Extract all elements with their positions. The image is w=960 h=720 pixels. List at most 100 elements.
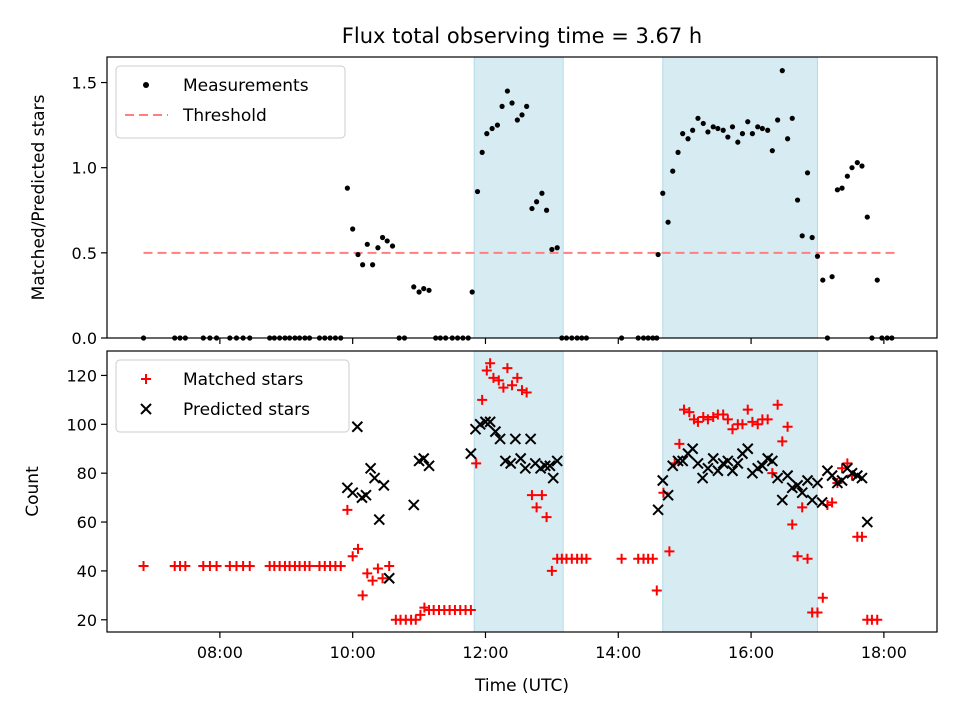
measurement-point [675,149,681,155]
matched-star-point [651,585,662,596]
predicted-star-point [811,477,824,489]
matched-star-point [493,375,504,386]
matched-star-point [372,563,383,574]
measurement-point [529,205,535,212]
measurement-point [416,289,422,295]
predicted-star-point [524,433,537,445]
predicted-star-point [861,516,873,528]
bottom-y-tick-label: 120 [66,366,97,385]
measurement-point [494,122,501,128]
matched-star-point [684,407,695,418]
predicted-star-point [346,487,359,499]
matched-star-point [674,438,685,449]
matched-star-point [722,414,733,425]
top-shaded-interval [662,56,818,339]
measurement-point [519,112,525,118]
legend-label: Threshold [182,106,267,126]
measurement-point [660,190,666,196]
measurement-point [426,287,432,293]
predicted-star-point [732,457,744,470]
matched-star-point [498,382,509,393]
measurement-point [384,238,390,244]
legend-predicted-marker [140,403,152,415]
matched-star-point [367,575,378,586]
predicted-star-point [692,457,704,470]
predicted-star-point [766,455,779,467]
predicted-star-point [551,455,563,467]
matched-star-point [347,551,358,562]
measurement-point [469,289,475,295]
measurement-point [749,131,756,137]
x-axis-label: Time (UTC) [474,676,569,696]
bottom-y-axis-label: Count [23,466,43,517]
predicted-star-point [383,572,395,584]
x-tick-label: 12:00 [462,643,508,662]
measurement-point [759,125,765,132]
predicted-star-point [494,433,506,445]
predicted-star-point [484,416,496,428]
measurement-point [695,115,701,121]
measurement-point [729,124,736,130]
measurement-point [539,190,545,196]
predicted-star-point [423,460,435,472]
measurement-point [685,136,691,142]
matched-star-point [481,365,492,376]
measurement-point [524,103,530,109]
bottom-shaded-interval [473,350,564,633]
matched-star-point [718,409,729,420]
measurement-point [360,262,366,268]
predicted-star-point [368,472,381,484]
legend-label: Matched stars [183,370,303,390]
matched-star-point [762,414,773,425]
measurement-point [710,124,716,130]
predicted-star-point [676,455,689,467]
bottom-y-tick-label: 20 [77,611,97,630]
predicted-star-point [836,474,848,487]
measurement-point [809,234,815,241]
measurement-point [514,117,520,123]
predicted-star-point [696,472,709,484]
predicted-star-point [712,465,724,477]
predicted-star-point [657,474,669,487]
predicted-star-point [539,460,551,472]
predicted-star-point [776,494,788,506]
predicted-star-point [544,460,556,472]
matched-star-point [647,553,658,564]
measurement-point [820,277,826,283]
matched-star-point [502,363,513,374]
predicted-star-point [742,443,754,455]
measurement-point [854,159,860,166]
measurement-point [735,139,741,145]
bottom-legend: Matched stars Predicted stars [115,359,350,433]
matched-star-point [792,551,803,562]
matched-star-point [702,414,713,425]
matched-star-point [616,553,627,564]
matched-star-point [782,421,793,432]
predicted-star-point [509,433,522,445]
legend-matched-marker [141,374,151,384]
measurement-point [554,245,560,251]
measurement-point [670,168,676,174]
measurement-point [799,233,805,239]
matched-star-point [304,561,315,572]
measurement-point [755,124,761,130]
matched-star-point [488,372,499,383]
measurement-point [814,253,821,259]
measurement-point [344,185,350,191]
measurement-point [859,163,865,169]
measurement-point [504,88,510,94]
measurement-point [665,219,671,225]
x-tick-label: 10:00 [330,643,376,662]
predicted-star-point [796,487,808,499]
top-y-tick-label: 1.0 [72,159,97,178]
measurement-point [745,119,751,125]
matched-star-point [211,561,222,572]
measurement-point [549,246,555,253]
bottom-y-tick-label: 100 [66,415,97,434]
matched-star-point [767,468,778,479]
measurement-point [389,243,396,249]
matched-star-point [856,531,867,542]
matched-star-point [802,553,813,564]
predicted-star-point [816,496,828,509]
x-tick-label: 08:00 [197,643,243,662]
